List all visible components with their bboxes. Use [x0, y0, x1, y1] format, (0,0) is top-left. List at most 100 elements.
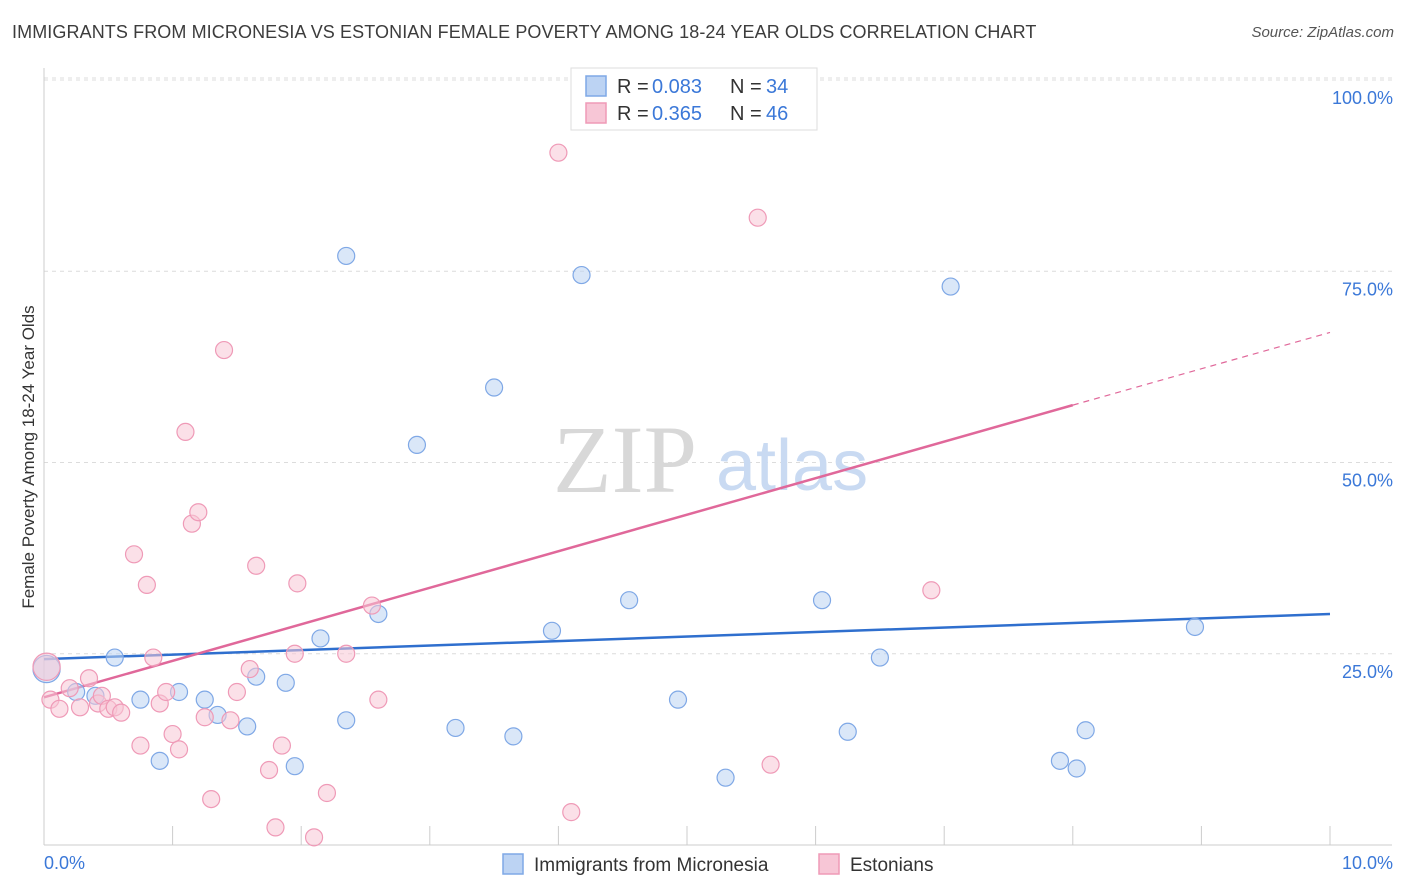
point-micronesia [105, 648, 124, 667]
point-micronesia [131, 690, 150, 709]
axes [43, 68, 1392, 846]
legend-r-value-1: 0.083 [652, 76, 702, 98]
point-estonians [131, 736, 150, 755]
bottom-legend: Immigrants from Micronesia Estonians [502, 853, 933, 876]
point-micronesia [407, 435, 427, 455]
point-micronesia [485, 378, 504, 397]
point-estonians [549, 143, 568, 162]
trend-line-estonians-extension [1072, 331, 1331, 406]
point-micronesia [716, 768, 735, 787]
point-estonians [337, 644, 356, 663]
x-tick-label: 0.0% [44, 853, 85, 873]
legend-swatch-estonians [585, 102, 607, 124]
point-estonians [272, 736, 292, 755]
point-estonians [157, 682, 176, 702]
point-micronesia [870, 648, 890, 667]
point-estonians [285, 644, 304, 663]
trend-line-micronesia [43, 612, 1331, 661]
watermark-atlas: atlas [716, 426, 868, 506]
point-estonians [32, 652, 61, 681]
legend-n-label-2: N = [730, 103, 762, 125]
trend-lines [43, 331, 1331, 699]
point-estonians [176, 422, 195, 441]
bottom-legend-swatch-micronesia [502, 853, 524, 875]
point-estonians [137, 575, 156, 595]
y-tick-label: 25.0% [1342, 662, 1393, 682]
trend-line-estonians [43, 403, 1074, 699]
point-estonians [288, 574, 307, 593]
point-estonians [247, 556, 266, 575]
point-micronesia [337, 711, 356, 730]
legend-n-value-1: 34 [766, 76, 788, 98]
data-points [32, 70, 1205, 847]
point-micronesia [311, 629, 330, 648]
point-micronesia [238, 717, 257, 736]
point-micronesia [337, 246, 356, 266]
point-micronesia [195, 690, 214, 709]
point-estonians [266, 818, 285, 837]
point-estonians [369, 690, 388, 709]
point-micronesia [276, 673, 295, 692]
point-estonians [761, 755, 780, 774]
point-micronesia [1067, 759, 1086, 778]
bottom-legend-estonians: Estonians [850, 855, 933, 876]
point-micronesia [668, 690, 688, 709]
bottom-legend-micronesia: Immigrants from Micronesia [534, 855, 769, 876]
point-estonians [112, 703, 131, 722]
point-micronesia [504, 727, 523, 746]
point-micronesia [1050, 751, 1070, 770]
x-tick-label: 10.0% [1342, 853, 1393, 873]
point-micronesia [812, 591, 832, 610]
point-estonians [60, 679, 79, 698]
watermark: ZIP atlas [553, 406, 868, 513]
chart-source: Source: ZipAtlas.com [1251, 24, 1394, 41]
point-estonians [163, 724, 182, 744]
y-tick-label: 50.0% [1342, 471, 1393, 491]
point-estonians [50, 699, 69, 718]
point-micronesia [150, 751, 169, 770]
legend-box: R = 0.083 N = 34 R = 0.365 N = 46 [570, 67, 818, 131]
point-estonians [362, 596, 382, 615]
point-micronesia [285, 757, 304, 776]
point-estonians [227, 682, 246, 702]
gridlines [44, 77, 1392, 655]
point-estonians [79, 669, 99, 688]
y-tick-label: 100.0% [1332, 88, 1393, 108]
point-micronesia [542, 621, 562, 640]
point-estonians [317, 783, 337, 803]
point-estonians [195, 708, 214, 727]
point-estonians [144, 648, 163, 667]
bottom-legend-swatch-estonians [818, 853, 840, 875]
point-estonians [748, 208, 767, 227]
point-estonians [214, 340, 234, 360]
point-estonians [124, 545, 144, 564]
point-micronesia [572, 265, 591, 285]
y-axis-label: Female Poverty Among 18-24 Year Olds [19, 305, 38, 608]
point-micronesia [620, 591, 639, 610]
legend-r-value-2: 0.365 [652, 103, 702, 125]
point-estonians [562, 803, 581, 822]
point-estonians [259, 760, 279, 780]
legend-n-value-2: 46 [766, 103, 788, 125]
point-micronesia [1185, 617, 1205, 637]
watermark-zip: ZIP [553, 406, 697, 513]
point-estonians [189, 503, 208, 522]
legend-r-label-2: R = [617, 103, 649, 125]
point-estonians [202, 789, 221, 809]
point-estonians [70, 698, 90, 717]
tick-labels: 100.0% 75.0% 50.0% 25.0% 0.0% 10.0% [44, 88, 1393, 873]
chart-title: IMMIGRANTS FROM MICRONESIA VS ESTONIAN F… [12, 22, 1037, 42]
point-estonians [304, 828, 324, 847]
point-micronesia [941, 277, 960, 296]
legend-swatch-micronesia [585, 75, 607, 97]
point-micronesia [1076, 721, 1095, 740]
point-estonians [240, 659, 259, 679]
point-estonians [922, 581, 941, 600]
point-micronesia [838, 722, 857, 741]
point-estonians [221, 711, 240, 730]
legend-n-label-1: N = [730, 76, 762, 98]
point-micronesia [446, 718, 465, 738]
y-tick-label: 75.0% [1342, 279, 1393, 299]
legend-r-label-1: R = [617, 76, 649, 98]
